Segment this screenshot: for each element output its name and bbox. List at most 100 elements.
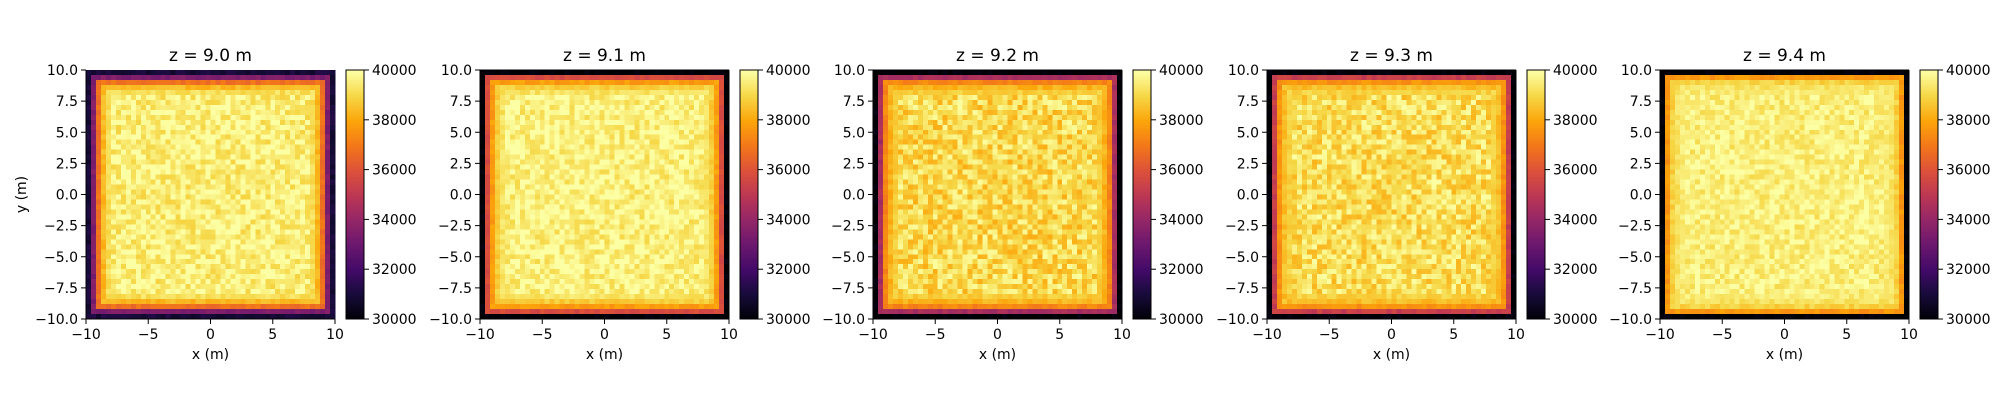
heatmap-cell — [110, 164, 117, 170]
heatmap-cell — [115, 179, 122, 185]
heatmap-cell — [514, 179, 521, 185]
heatmap-cell — [185, 184, 191, 190]
heatmap-cell — [145, 254, 152, 260]
heatmap-cell — [225, 114, 231, 121]
heatmap-cell — [724, 94, 730, 101]
heatmap-cell — [110, 179, 117, 185]
heatmap-cell — [609, 209, 615, 215]
heatmap-cell — [534, 164, 541, 170]
heatmap-cell — [330, 244, 336, 250]
heatmap-cell — [310, 79, 316, 86]
heatmap-cell — [165, 264, 172, 270]
heatmap-cell — [320, 124, 326, 131]
heatmap-cell — [220, 174, 226, 180]
heatmap-cell — [594, 199, 600, 205]
heatmap-cell — [584, 244, 590, 250]
heatmap-cell — [170, 94, 176, 101]
heatmap-cell — [574, 129, 580, 136]
heatmap-cell — [649, 249, 655, 255]
heatmap-cell — [724, 134, 730, 141]
heatmap-cell — [145, 289, 152, 295]
heatmap-cell — [564, 124, 570, 131]
heatmap-cell — [190, 274, 196, 280]
heatmap-cell — [529, 299, 536, 305]
heatmap-cell — [180, 204, 186, 210]
heatmap-cell — [509, 199, 516, 205]
heatmap-cell — [265, 284, 271, 290]
heatmap-cell — [674, 294, 680, 300]
heatmap-cell — [704, 229, 710, 235]
heatmap-cell — [255, 279, 261, 285]
heatmap-cell — [150, 179, 157, 185]
heatmap-cell — [185, 119, 191, 126]
heatmap-cell — [220, 189, 226, 195]
heatmap-cell — [230, 70, 236, 76]
heatmap-cell — [514, 134, 521, 141]
heatmap-cell — [140, 249, 147, 255]
heatmap-cell — [534, 264, 541, 270]
heatmap-cell — [599, 149, 605, 156]
heatmap-cell — [240, 70, 246, 76]
heatmap-cell — [664, 249, 670, 255]
heatmap-cell — [709, 269, 715, 275]
heatmap-cell — [534, 179, 541, 185]
heatmap-cell — [604, 184, 610, 190]
heatmap-cell — [614, 179, 620, 185]
heatmap-cell — [609, 189, 615, 195]
heatmap-cell — [604, 244, 610, 250]
heatmap-cell — [704, 89, 710, 96]
heatmap-cell — [529, 254, 536, 260]
heatmap-cell — [649, 179, 655, 185]
heatmap-cell — [504, 299, 511, 305]
heatmap-cell — [115, 169, 122, 175]
heatmap-cell — [240, 124, 246, 131]
heatmap-cell — [609, 79, 615, 86]
heatmap-cell — [86, 124, 92, 131]
heatmap-cell — [609, 74, 615, 81]
heatmap-cell — [310, 184, 316, 190]
heatmap-cell — [325, 99, 331, 106]
heatmap-cell — [554, 279, 561, 285]
heatmap-cell — [90, 254, 97, 260]
heatmap-cell — [135, 304, 142, 310]
heatmap-cell — [155, 174, 162, 180]
heatmap-cell — [240, 254, 246, 260]
heatmap-cell — [484, 109, 491, 116]
heatmap-cell — [265, 174, 271, 180]
heatmap-cell — [285, 109, 291, 116]
heatmap-cell — [529, 274, 536, 280]
heatmap-cell — [205, 219, 211, 225]
heatmap-cell — [674, 154, 680, 160]
heatmap-cell — [310, 269, 316, 275]
heatmap-cell — [619, 249, 625, 255]
heatmap-cell — [539, 264, 546, 270]
heatmap-cell — [634, 174, 640, 180]
heatmap-cell — [305, 219, 311, 225]
heatmap-cell — [320, 259, 326, 265]
heatmap-cell — [220, 294, 226, 300]
heatmap-cell — [285, 199, 291, 205]
heatmap-cell — [539, 124, 546, 131]
heatmap-cell — [190, 194, 196, 200]
heatmap-cell — [255, 309, 261, 315]
heatmap-cell — [644, 94, 650, 101]
heatmap-cell — [569, 104, 575, 111]
heatmap-cell — [125, 244, 132, 250]
heatmap-cell — [554, 234, 561, 240]
heatmap-cell — [489, 154, 496, 160]
heatmap-cell — [669, 104, 675, 111]
heatmap-cell — [559, 84, 566, 91]
heatmap-cell — [325, 289, 331, 295]
heatmap-cell — [240, 104, 246, 111]
heatmap-cell — [210, 304, 216, 310]
heatmap-cell — [245, 264, 251, 270]
heatmap-cell — [195, 234, 201, 240]
heatmap-cell — [714, 109, 720, 116]
heatmap-cell — [255, 89, 261, 96]
heatmap-cell — [265, 279, 271, 285]
heatmap-cell — [544, 189, 551, 195]
heatmap-cell — [220, 219, 226, 225]
heatmap-cell — [554, 294, 561, 300]
heatmap-cell — [719, 224, 725, 230]
heatmap-cell — [180, 284, 186, 290]
